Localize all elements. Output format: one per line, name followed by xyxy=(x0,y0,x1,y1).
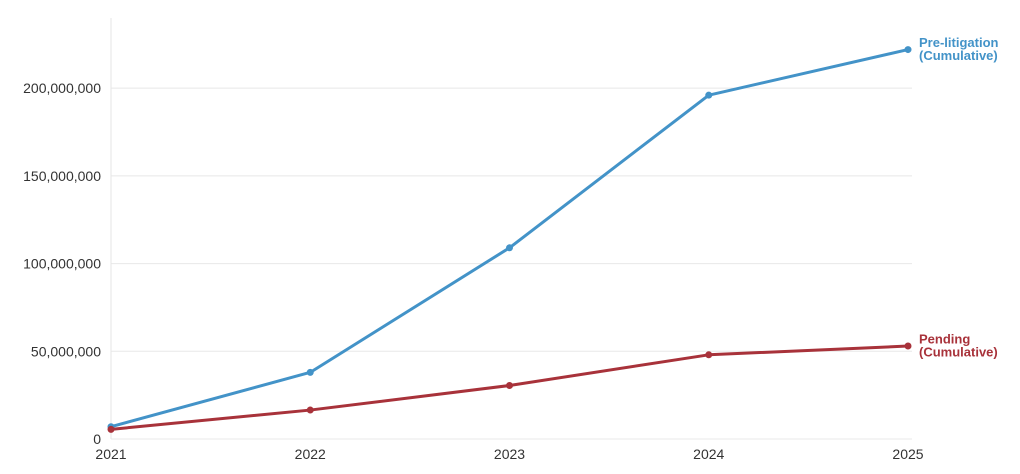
x-tick-label: 2023 xyxy=(494,446,525,462)
data-point[interactable] xyxy=(107,425,115,433)
data-point[interactable] xyxy=(306,368,314,376)
x-tick-label: 2025 xyxy=(892,446,923,462)
y-tick-label: 0 xyxy=(93,431,101,447)
series-lines xyxy=(107,46,912,433)
data-point[interactable] xyxy=(705,351,713,359)
y-axis-ticks: 0 50,000,000 100,000,000 150,000,000 200,000… xyxy=(23,80,101,447)
x-axis-ticks: 2021 2022 2023 2024 2025 xyxy=(95,446,923,462)
x-tick-label: 2022 xyxy=(295,446,326,462)
y-tick-label: 150,000,000 xyxy=(23,168,101,184)
y-tick-label: 200,000,000 xyxy=(23,80,101,96)
y-tick-label: 100,000,000 xyxy=(23,256,101,272)
data-point[interactable] xyxy=(705,91,713,99)
data-point[interactable] xyxy=(306,406,314,414)
data-point[interactable] xyxy=(506,244,513,252)
x-tick-label: 2021 xyxy=(95,446,126,462)
series-label: (Cumulative) xyxy=(919,48,998,63)
series-label: (Cumulative) xyxy=(919,345,998,360)
data-point[interactable] xyxy=(904,46,912,54)
data-point[interactable] xyxy=(506,381,513,389)
series-label: Pending xyxy=(919,332,970,347)
series-label: Pre-litigation xyxy=(919,35,999,50)
y-tick-label: 50,000,000 xyxy=(31,343,101,359)
series-line xyxy=(109,48,910,429)
data-point[interactable] xyxy=(904,342,912,350)
x-tick-label: 2024 xyxy=(693,446,724,462)
series-labels: Pre-litigation(Cumulative)Pending(Cumula… xyxy=(919,35,999,359)
